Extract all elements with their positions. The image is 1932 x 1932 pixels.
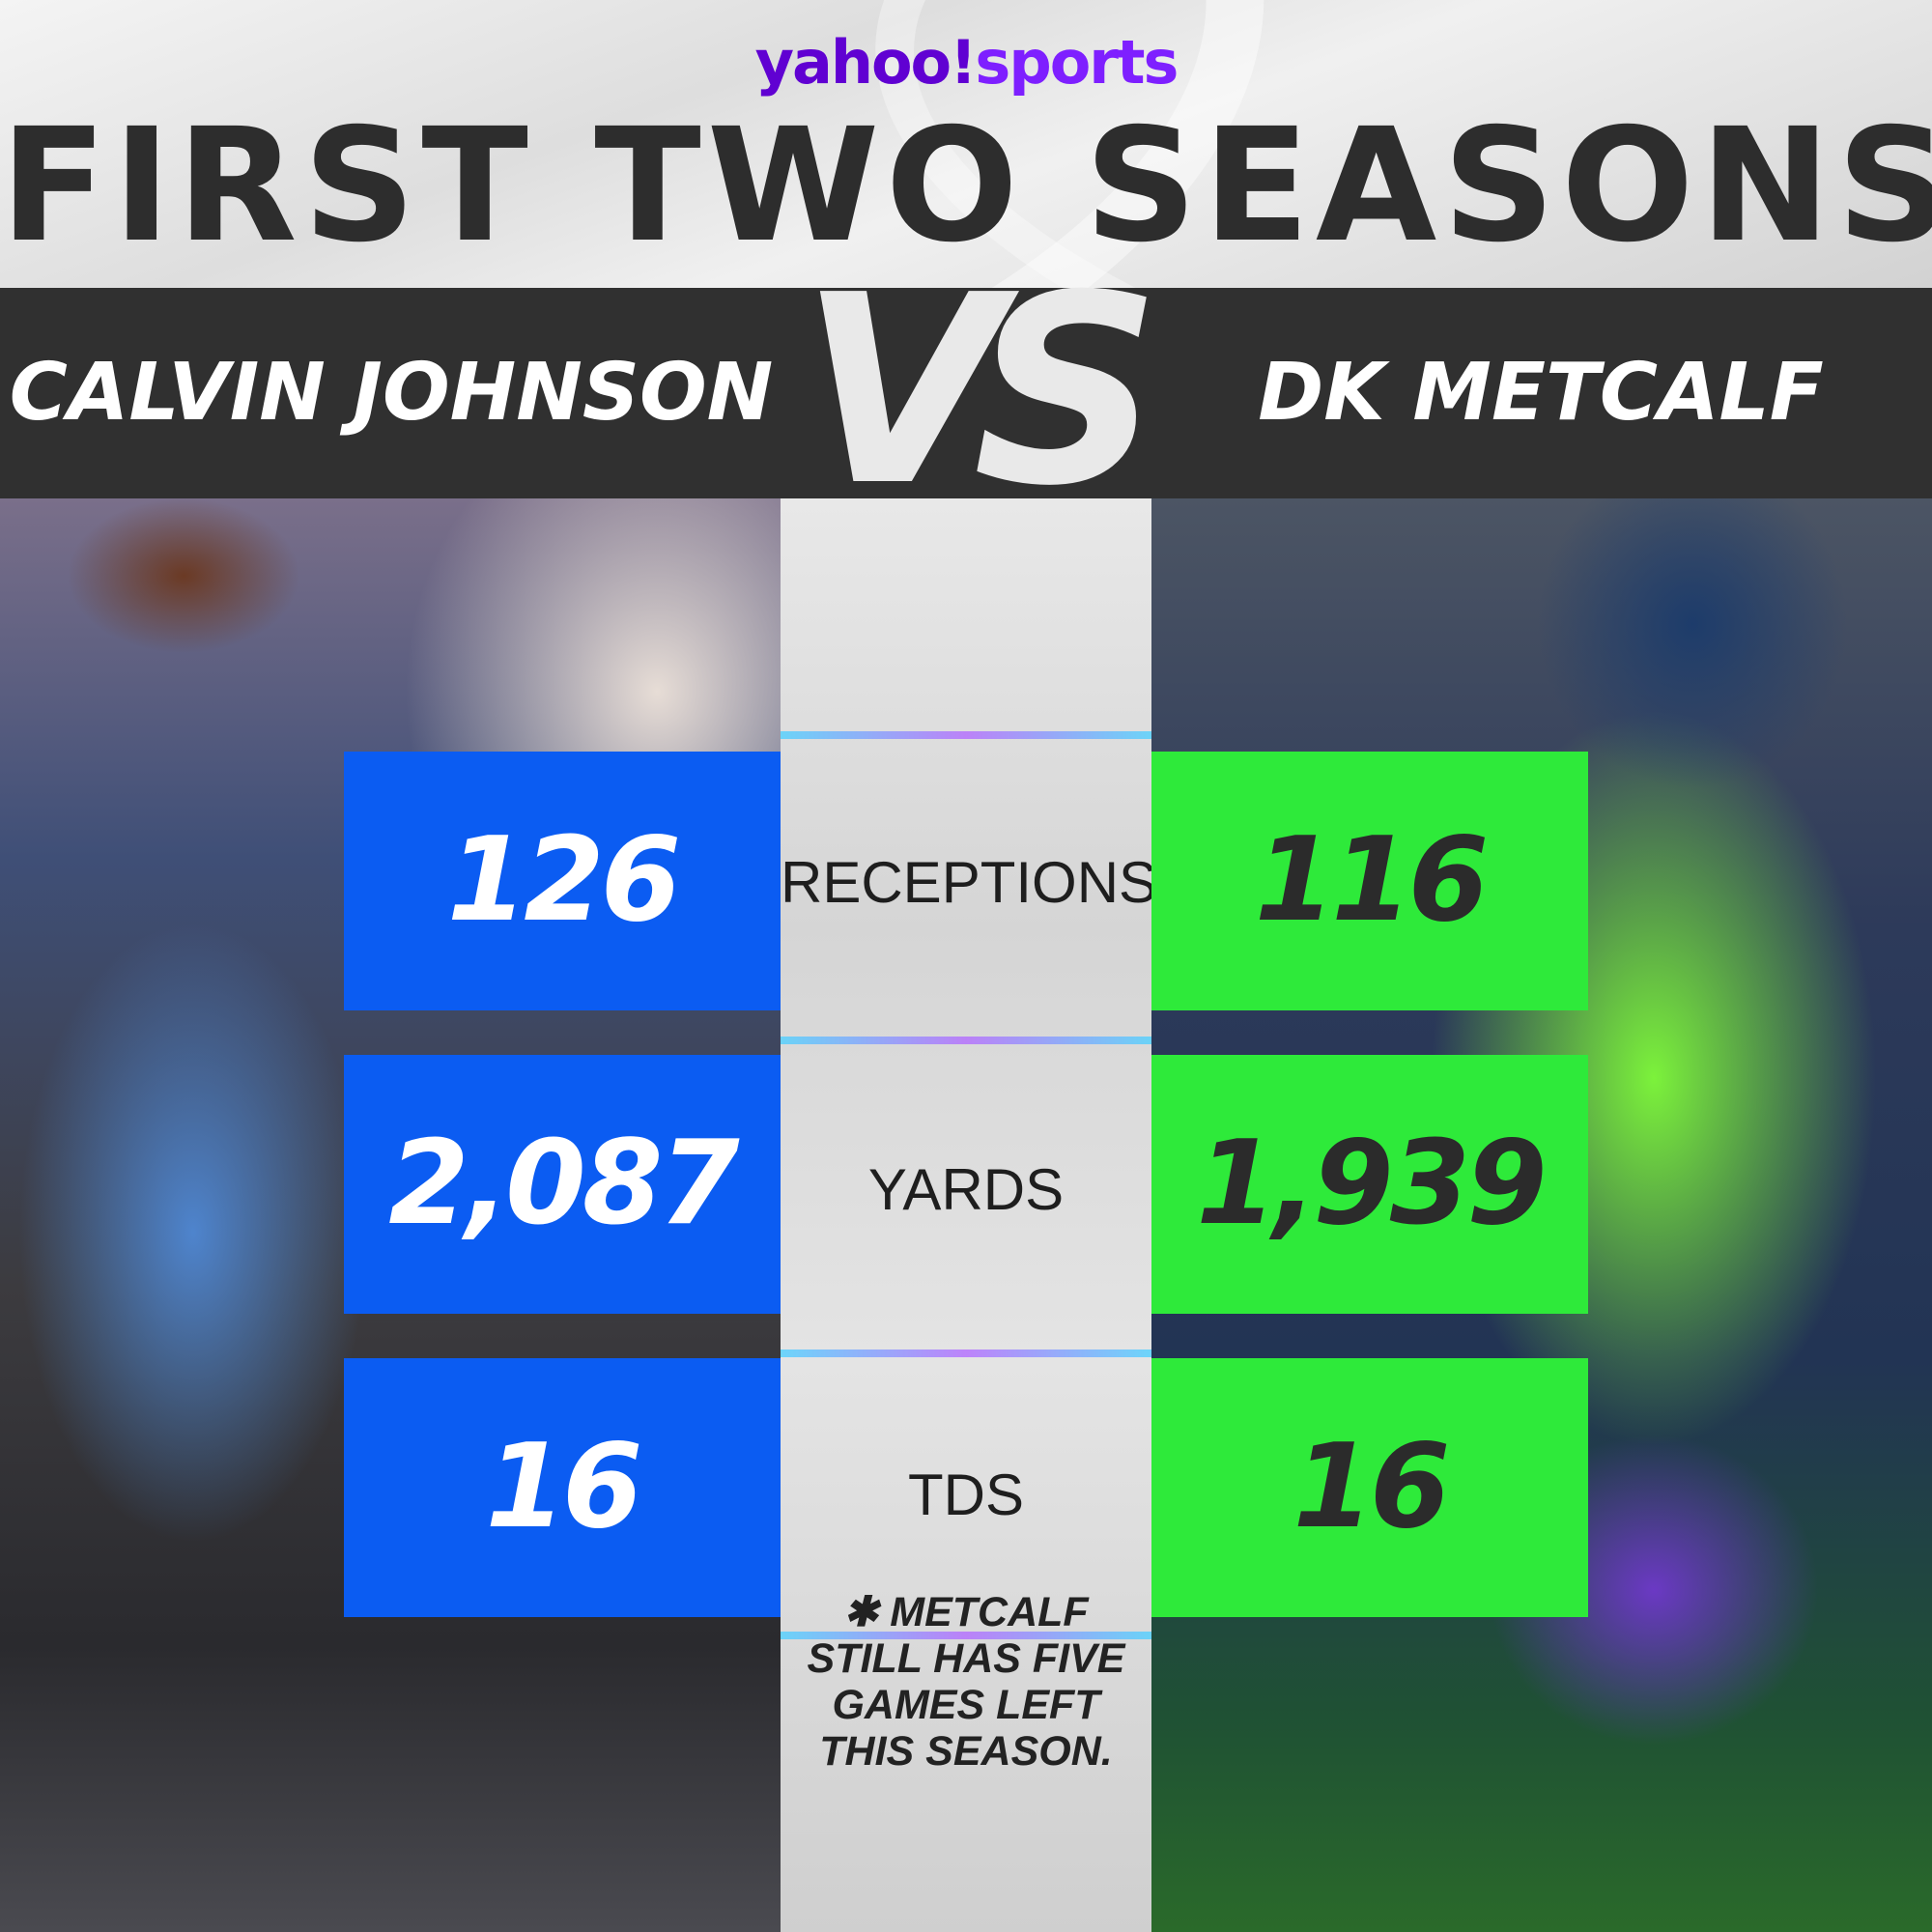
stat-label-yards: YARDS bbox=[867, 1157, 1065, 1222]
stat-label-tds: TDS bbox=[908, 1463, 1024, 1527]
player-name-left: CALVIN JOHNSON bbox=[9, 347, 774, 439]
versus-label: VS bbox=[800, 239, 1160, 543]
player-name-right: DK METCALF bbox=[1258, 347, 1824, 439]
stat-divider bbox=[781, 1037, 1151, 1044]
stat-label-receptions: RECEPTIONS bbox=[781, 850, 1158, 915]
stat-value-right-receptions: 116 bbox=[1151, 752, 1588, 1010]
yahoo-sports-logo: yahoo!sports bbox=[0, 29, 1932, 97]
stat-divider bbox=[781, 1350, 1151, 1357]
stat-divider bbox=[781, 731, 1151, 739]
stat-value-left-yards: 2,087 bbox=[344, 1055, 781, 1314]
header-section: yahoo!sports FIRST TWO SEASONS bbox=[0, 0, 1932, 288]
stat-value-right-tds: 16 bbox=[1151, 1358, 1588, 1617]
stat-value-left-receptions: 126 bbox=[344, 752, 781, 1010]
stat-value-right-yards: 1,939 bbox=[1151, 1055, 1588, 1314]
page-title: FIRST TWO SEASONS bbox=[0, 96, 1932, 277]
stat-divider bbox=[781, 1632, 1151, 1639]
logo-text-yahoo: yahoo! bbox=[754, 27, 978, 98]
stat-value-left-tds: 16 bbox=[344, 1358, 781, 1617]
logo-text-sports: sports bbox=[975, 27, 1179, 98]
footnote-text: ✱ METCALF STILL HAS FIVE GAMES LEFT THIS… bbox=[807, 1589, 1125, 1775]
player-names-band: CALVIN JOHNSON DK METCALF bbox=[0, 288, 1932, 498]
